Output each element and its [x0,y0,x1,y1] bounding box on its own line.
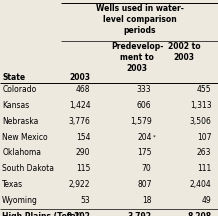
Text: 455: 455 [197,85,211,94]
Text: 2,404: 2,404 [190,180,211,189]
Text: 18: 18 [142,196,152,205]
Text: High Plains (Total): High Plains (Total) [2,212,82,216]
Text: 111: 111 [197,164,211,173]
Text: Texas: Texas [2,180,23,189]
Text: Wyoming: Wyoming [2,196,38,205]
Text: Nebraska: Nebraska [2,117,39,126]
Text: 3,776: 3,776 [69,117,90,126]
Text: 70: 70 [142,164,152,173]
Text: Kansas: Kansas [2,101,29,110]
Text: 1,579: 1,579 [130,117,152,126]
Text: 290: 290 [76,148,90,157]
Text: 606: 606 [137,101,152,110]
Text: Oklahoma: Oklahoma [2,148,41,157]
Text: Wells used in water-
level comparison
periods: Wells used in water- level comparison pe… [95,4,184,35]
Text: 1,313: 1,313 [190,101,211,110]
Text: New Mexico: New Mexico [2,133,48,142]
Text: 53: 53 [81,196,90,205]
Text: 49: 49 [202,196,211,205]
Text: 175: 175 [137,148,152,157]
Text: South Dakota: South Dakota [2,164,54,173]
Text: State: State [2,73,25,82]
Text: 2003: 2003 [70,73,90,82]
Text: 263: 263 [197,148,211,157]
Text: 107: 107 [197,133,211,142]
Text: 204: 204 [137,133,152,142]
Text: 115: 115 [76,164,90,173]
Text: 333: 333 [137,85,152,94]
Text: 3,506: 3,506 [190,117,211,126]
Text: 9,202: 9,202 [66,212,90,216]
Text: 807: 807 [137,180,152,189]
Text: 154: 154 [76,133,90,142]
Text: 3,792: 3,792 [128,212,152,216]
Text: 8,208: 8,208 [187,212,211,216]
Text: Colorado: Colorado [2,85,36,94]
Text: Predevelop-
ment to
2003: Predevelop- ment to 2003 [111,42,164,73]
Text: 468: 468 [76,85,90,94]
Text: *: * [153,134,155,139]
Text: 2,922: 2,922 [69,180,90,189]
Text: 2002 to
2003: 2002 to 2003 [168,42,201,62]
Text: 1,424: 1,424 [69,101,90,110]
